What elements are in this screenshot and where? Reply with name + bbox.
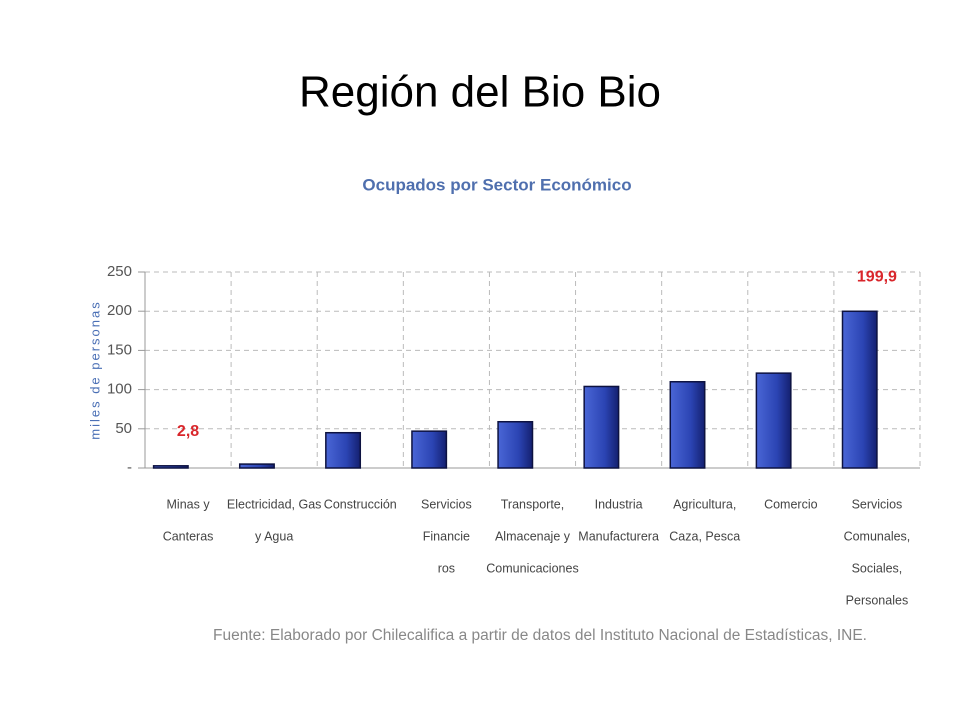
x-tick-label: Canteras	[163, 529, 214, 543]
bar	[152, 465, 189, 469]
x-tick-label: Servicios	[852, 497, 903, 511]
bar	[325, 431, 362, 469]
bar	[755, 372, 792, 469]
chart-title: Ocupados por Sector Económico	[362, 175, 631, 194]
bar	[669, 381, 706, 469]
bar	[583, 385, 620, 469]
x-tick-label: Caza, Pesca	[669, 529, 740, 543]
value-label: 199,9	[857, 268, 897, 285]
bar	[411, 430, 448, 469]
x-tick-label: y Agua	[255, 529, 293, 543]
x-tick-label: Manufacturera	[578, 529, 659, 543]
x-tick-label: Agricultura,	[673, 497, 736, 511]
source-note: Fuente: Elaborado por Chilecalifica a pa…	[213, 627, 867, 644]
slide-title: Región del Bio Bio	[299, 68, 661, 117]
x-tick-label: Personales	[846, 593, 909, 607]
y-tick-label: -	[127, 459, 132, 476]
y-tick-label: 50	[115, 420, 132, 437]
x-tick-label: ros	[438, 561, 455, 575]
y-tick-label: 100	[107, 381, 132, 398]
y-tick-label: 250	[107, 263, 132, 280]
x-tick-label: Comunicaciones	[486, 561, 578, 575]
x-tick-label: Almacenaje y	[495, 529, 571, 543]
y-tick-label: 200	[107, 302, 132, 319]
x-tick-label: Servicios	[421, 497, 472, 511]
x-tick-label: Sociales,	[852, 561, 903, 575]
y-tick-label: 150	[107, 341, 132, 358]
bar	[238, 463, 275, 469]
y-axis-label: miles de personas	[87, 300, 102, 440]
value-label: 2,8	[177, 423, 199, 440]
x-tick-label: Electricidad, Gas	[227, 497, 321, 511]
bar	[841, 310, 878, 469]
x-tick-label: Comunales,	[844, 529, 911, 543]
x-tick-label: Comercio	[764, 497, 818, 511]
x-tick-label: Minas y	[167, 497, 211, 511]
x-tick-label: Construcción	[324, 497, 397, 511]
x-tick-label: Financie	[423, 529, 470, 543]
x-tick-label: Transporte,	[501, 497, 564, 511]
x-tick-label: Industria	[595, 497, 643, 511]
bar	[497, 420, 534, 469]
